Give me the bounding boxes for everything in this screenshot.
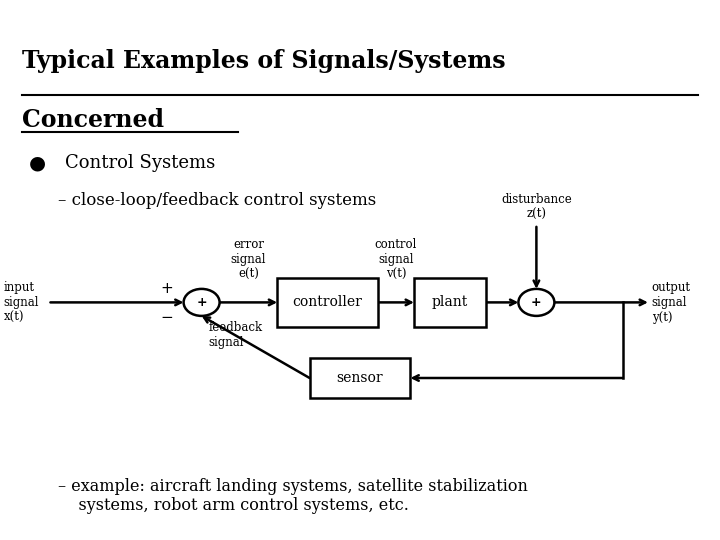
Text: output
signal
y(t): output signal y(t) [652,281,690,324]
Text: control
signal
v(t): control signal v(t) [375,238,417,281]
Circle shape [184,289,220,316]
Text: feedback
signal: feedback signal [209,321,263,349]
Text: ●: ● [29,154,46,173]
Text: – example: aircraft landing systems, satellite stabilization
    systems, robot : – example: aircraft landing systems, sat… [58,478,528,515]
Text: Typical Examples of Signals/Systems: Typical Examples of Signals/Systems [22,49,505,72]
Text: +: + [160,281,173,296]
Text: Control Systems: Control Systems [65,154,215,172]
Text: +: + [531,296,541,309]
Text: sensor: sensor [337,371,383,385]
Text: −: − [160,310,173,325]
FancyBboxPatch shape [414,278,486,327]
FancyBboxPatch shape [310,357,410,399]
Circle shape [518,289,554,316]
Text: disturbance
z(t): disturbance z(t) [501,193,572,221]
Text: +: + [197,296,207,309]
Text: error
signal
e(t): error signal e(t) [230,238,266,281]
Text: input
signal
x(t): input signal x(t) [4,281,39,324]
Text: plant: plant [432,295,468,309]
Text: controller: controller [292,295,363,309]
FancyBboxPatch shape [277,278,378,327]
Text: – close-loop/feedback control systems: – close-loop/feedback control systems [58,192,376,208]
Text: Concerned: Concerned [22,108,163,132]
